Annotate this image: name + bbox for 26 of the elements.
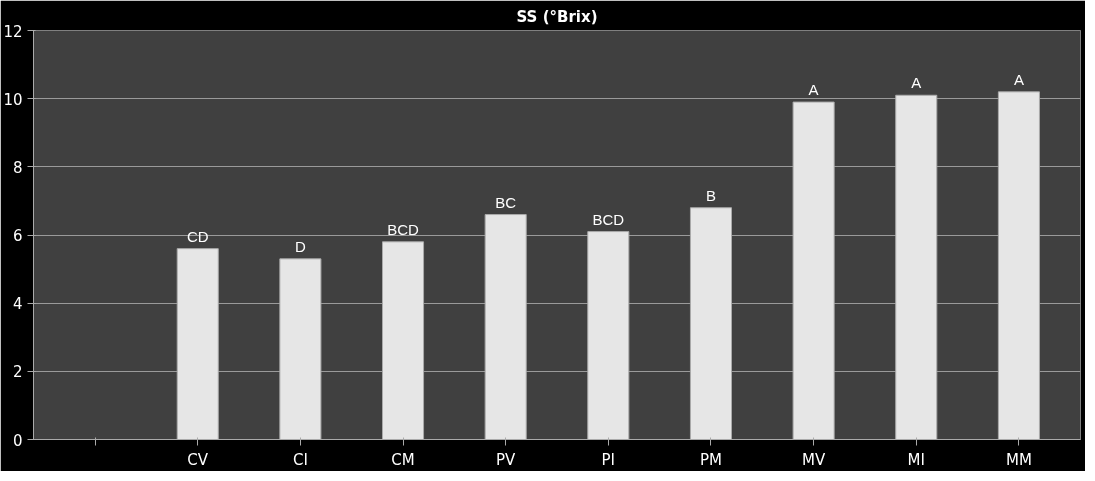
x-tick-label: PM: [699, 450, 722, 469]
data-label: A: [1013, 70, 1024, 88]
x-tick-label: MM: [1005, 450, 1032, 469]
x-tick-label: MV: [802, 450, 826, 469]
y-tick-label: 4: [12, 295, 23, 314]
y-tick-label: 6: [12, 227, 23, 245]
x-tick-label: PV: [496, 450, 517, 469]
data-label: BCD: [592, 210, 625, 228]
x-tick-label: PI: [601, 450, 616, 469]
chart-title: SS (°Brix): [516, 7, 598, 26]
y-tick-label: 0: [12, 431, 23, 450]
data-label: D: [294, 237, 306, 255]
data-label: BC: [495, 193, 517, 211]
data-label: CD: [186, 227, 209, 245]
data-label: A: [808, 81, 819, 99]
y-tick-label: 10: [3, 90, 23, 109]
data-label: B: [705, 186, 716, 204]
x-tick-label: CM: [391, 450, 415, 469]
data-label: BCD: [387, 220, 420, 238]
y-tick-label: 12: [3, 22, 23, 41]
data-label: A: [911, 74, 922, 92]
x-tick-label: MI: [907, 450, 925, 469]
x-tick-label: CV: [187, 450, 209, 469]
y-tick-label: 2: [12, 363, 23, 382]
y-tick-label: 8: [12, 158, 23, 177]
x-tick-label: CI: [292, 450, 308, 469]
